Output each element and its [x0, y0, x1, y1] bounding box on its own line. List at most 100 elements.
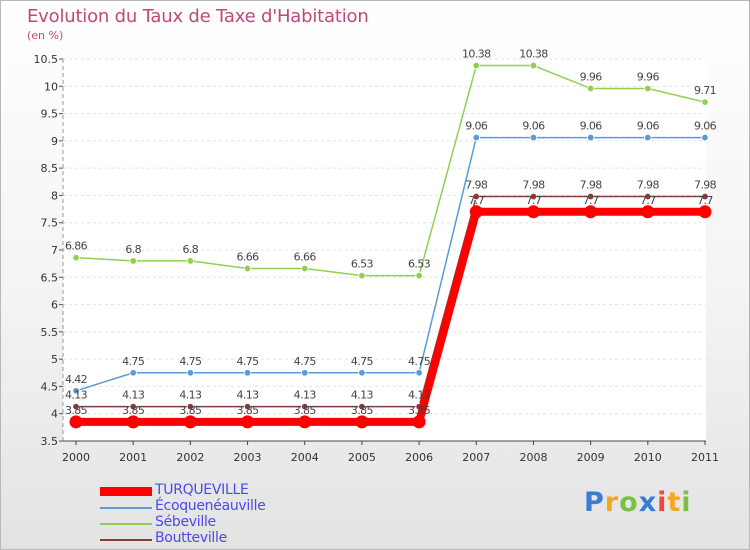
data-point — [415, 271, 423, 280]
data-point — [358, 402, 366, 411]
data-point — [529, 192, 538, 201]
legend-label: Écoquenéauville — [155, 498, 266, 514]
data-point — [243, 369, 252, 377]
y-tick-label: 8 — [51, 189, 58, 202]
data-label: 4.13 — [179, 389, 202, 402]
data-point — [586, 133, 595, 142]
data-point — [129, 369, 137, 377]
data-point — [584, 205, 598, 219]
data-point — [701, 192, 709, 201]
data-label: 3.85 — [351, 404, 374, 417]
data-point — [529, 61, 538, 70]
series-line-boutteville — [75, 195, 706, 408]
data-label: 4.13 — [351, 389, 374, 402]
data-point — [586, 84, 595, 93]
data-label: 3.85 — [65, 404, 88, 417]
data-point — [641, 205, 655, 219]
data-point — [701, 98, 709, 106]
data-label: 9.06 — [694, 120, 717, 133]
data-label: 4.13 — [122, 389, 145, 402]
logo-letter: t — [667, 487, 682, 518]
data-label: 7.7 — [583, 194, 599, 207]
chart-title: Evolution du Taux de Taxe d'Habitation — [27, 6, 369, 27]
data-point — [186, 369, 195, 377]
y-tick-label: 6.5 — [41, 271, 59, 284]
data-point — [186, 402, 195, 411]
x-tick-label: 2003 — [234, 451, 262, 464]
legend-swatch — [100, 539, 152, 541]
data-label: 7.7 — [640, 194, 656, 207]
data-label: 9.96 — [580, 70, 603, 83]
logo-letter: i — [657, 487, 668, 518]
data-point — [301, 264, 309, 273]
logo-letter: x — [638, 487, 658, 518]
data-point — [358, 271, 366, 280]
data-label: 6.53 — [351, 258, 374, 271]
y-tick-label: 8.5 — [41, 162, 59, 175]
legend-swatch — [100, 523, 152, 525]
y-tick-label: 7.5 — [41, 217, 59, 230]
data-label: 3.85 — [122, 404, 145, 417]
data-label: 7.98 — [580, 179, 603, 192]
x-tick-label: 2002 — [176, 451, 204, 464]
data-point — [126, 415, 140, 429]
data-point — [301, 369, 309, 377]
data-point — [298, 415, 312, 429]
y-tick-label: 10 — [44, 80, 58, 93]
data-label: 4.75 — [179, 355, 202, 368]
data-label: 3.85 — [236, 404, 259, 417]
x-tick-label: 2001 — [119, 451, 147, 464]
data-label: 9.96 — [637, 70, 660, 83]
data-point — [526, 205, 540, 219]
data-label: 4.13 — [408, 389, 431, 402]
x-tick-label: 2007 — [462, 451, 490, 464]
data-label: 9.06 — [522, 120, 545, 133]
data-label: 6.66 — [236, 251, 259, 264]
data-point — [472, 133, 480, 142]
data-point — [72, 387, 80, 395]
data-label: 6.86 — [65, 240, 88, 253]
data-point — [243, 264, 252, 273]
data-point — [415, 369, 423, 377]
data-label: 4.75 — [236, 355, 259, 368]
x-tick-label: 2008 — [519, 451, 547, 464]
data-label: 7.98 — [694, 179, 717, 192]
data-label: 4.75 — [122, 355, 145, 368]
data-point — [69, 415, 83, 429]
data-point — [72, 402, 80, 411]
data-label: 4.75 — [408, 355, 431, 368]
data-point — [701, 133, 709, 142]
y-tick-label: 4 — [51, 408, 58, 421]
legend-swatch — [100, 487, 152, 496]
data-label: 9.06 — [465, 120, 488, 133]
data-point — [186, 257, 195, 265]
data-point — [301, 402, 309, 411]
x-tick-label: 2009 — [577, 451, 605, 464]
data-point — [241, 415, 255, 429]
data-label: 7.98 — [465, 179, 488, 192]
y-tick-label: 10.5 — [34, 53, 59, 66]
x-tick-label: 2004 — [291, 451, 319, 464]
data-label: 9.06 — [580, 120, 603, 133]
data-label: 7.7 — [697, 194, 713, 207]
data-point — [644, 84, 652, 93]
data-point — [529, 133, 538, 142]
data-label: 3.85 — [294, 404, 317, 417]
x-tick-label: 2006 — [405, 451, 433, 464]
data-label: 3.85 — [179, 404, 202, 417]
data-point — [183, 415, 197, 429]
y-tick-label: 4.5 — [41, 380, 59, 393]
data-point — [129, 257, 137, 265]
data-point — [129, 402, 137, 411]
data-point — [586, 192, 595, 201]
data-point — [355, 415, 369, 429]
x-tick-label: 2005 — [348, 451, 376, 464]
data-label: 7.7 — [468, 194, 484, 207]
y-tick-label: 5 — [51, 353, 58, 366]
data-point — [358, 369, 366, 377]
legend-label: Sébeville — [155, 514, 216, 530]
data-label: 6.53 — [408, 258, 431, 271]
logo-letter: r — [604, 487, 620, 518]
data-label: 4.13 — [236, 389, 259, 402]
y-tick-label: 9.5 — [41, 108, 59, 121]
